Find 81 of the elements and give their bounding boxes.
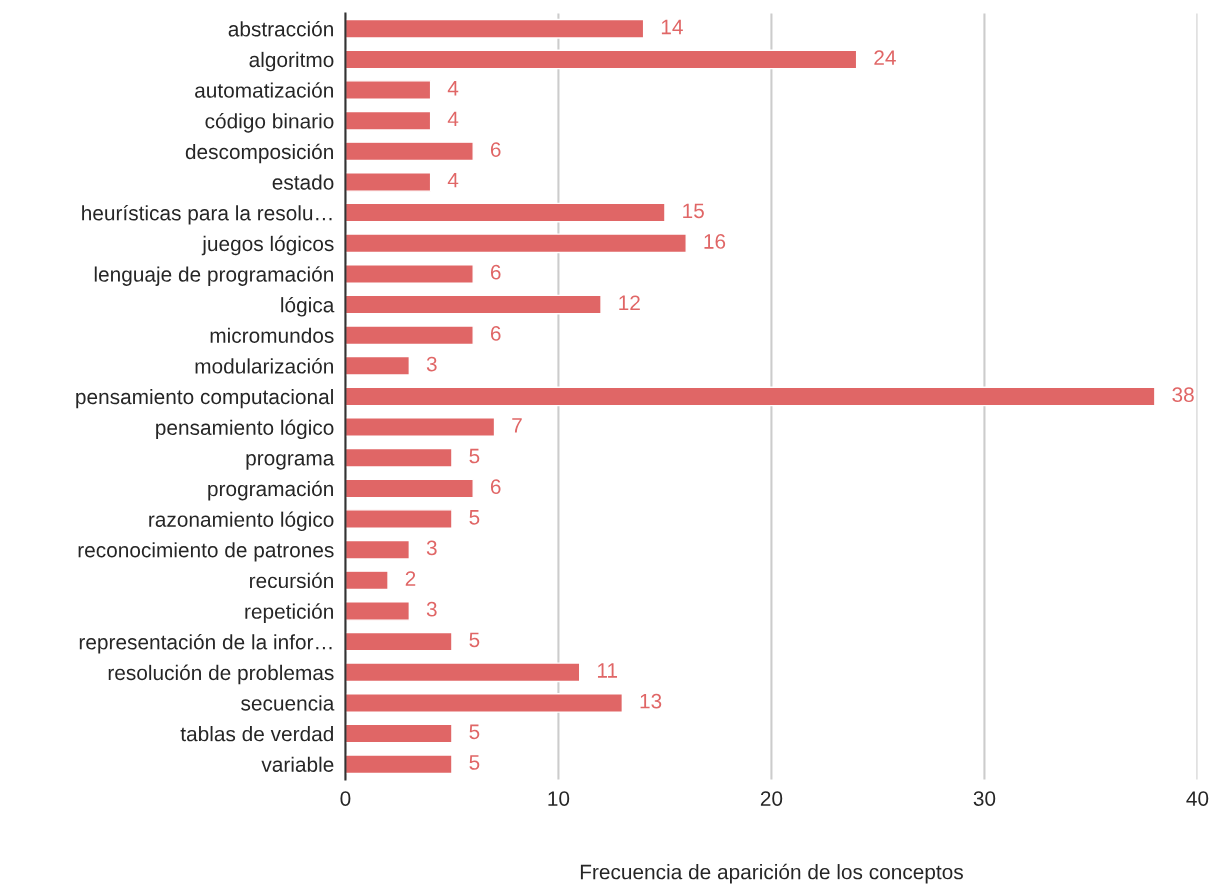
x-tick-label: 10: [548, 791, 570, 806]
bar: [345, 141, 474, 162]
y-tick-label: micromundos: [210, 327, 334, 343]
y-tick-label: juegos lógicos: [201, 235, 334, 256]
data-label: 3: [426, 601, 437, 617]
y-tick-label: resolución de problemas: [108, 664, 334, 685]
y-tick-label: lenguaje de programación: [94, 266, 333, 286]
bar: [345, 570, 389, 591]
y-tick-label: variable: [261, 756, 334, 772]
y-tick-label: modularización: [195, 358, 333, 374]
data-label: 2: [405, 571, 416, 586]
data-label: 3: [426, 540, 437, 556]
data-label: 5: [469, 755, 480, 770]
bar: [345, 662, 581, 683]
bar: [345, 80, 432, 100]
bar: [345, 509, 453, 529]
bar: [345, 172, 432, 192]
data-label: 15: [683, 203, 704, 219]
data-label: 38: [1172, 387, 1194, 403]
data-label: 5: [469, 724, 480, 740]
y-tick-label: repetición: [245, 603, 333, 623]
y-tick-label: pensamiento computacional: [76, 388, 333, 409]
bar: [345, 233, 687, 254]
bar: [345, 601, 411, 621]
y-tick-label: descomposición: [185, 143, 333, 164]
data-label: 6: [490, 142, 501, 157]
bar: [345, 754, 453, 775]
data-label: 5: [469, 448, 480, 464]
x-tick-label: 0: [340, 791, 351, 806]
bar: [345, 693, 624, 713]
y-tick-label: secuencia: [241, 695, 335, 711]
bar: [345, 539, 411, 560]
data-label: 16: [704, 234, 726, 249]
bar: [345, 355, 411, 376]
y-tick-label: código binario: [205, 113, 334, 133]
y-tick-label: abstracción: [228, 20, 333, 37]
y-tick-label: programa: [246, 454, 335, 470]
data-label: 12: [619, 295, 640, 310]
bar: [345, 202, 666, 223]
y-tick-label: heurísticas para la resolu…: [82, 204, 332, 225]
y-tick-label: lógica: [281, 296, 335, 317]
data-label: 6: [490, 479, 501, 494]
data-label: 6: [490, 264, 501, 280]
data-label: 6: [490, 326, 501, 341]
bar: [345, 478, 474, 499]
bar: [345, 264, 474, 284]
bar: [345, 631, 453, 652]
y-tick-label: representación de la infor…: [79, 633, 332, 654]
data-label: 7: [512, 418, 522, 433]
bar: [345, 18, 645, 39]
bar: [345, 723, 453, 744]
x-tick-label: 20: [760, 791, 783, 806]
data-label: 4: [447, 173, 459, 188]
data-label: 14: [661, 19, 683, 35]
x-tick-label: 40: [1186, 791, 1209, 806]
data-label: 4: [447, 81, 459, 96]
data-label: 5: [469, 632, 480, 648]
x-axis-title: Frecuencia de aparición de los conceptos: [580, 863, 963, 884]
y-tick-label: recursión: [250, 572, 333, 589]
bar: [345, 386, 1156, 407]
data-label: 13: [640, 693, 662, 709]
y-tick-label: tablas de verdad: [180, 726, 333, 742]
y-tick-label: razonamiento lógico: [149, 511, 334, 532]
y-tick-label: estado: [272, 174, 334, 190]
y-tick-label: pensamiento lógico: [156, 419, 334, 440]
y-tick-label: algoritmo: [249, 51, 334, 72]
data-label: 3: [426, 356, 437, 372]
y-tick-label: automatización: [195, 82, 333, 98]
data-label: 24: [874, 50, 896, 65]
bar: [345, 325, 474, 346]
y-tick-label: reconocimiento de patrones: [78, 542, 334, 562]
x-tick-label: 30: [973, 791, 996, 806]
bar: [345, 447, 453, 468]
data-label: 11: [597, 663, 618, 678]
y-tick-label: programación: [208, 480, 333, 501]
data-label: 4: [447, 111, 459, 127]
bar: [345, 49, 858, 70]
bar: [345, 110, 432, 131]
bar: [345, 294, 602, 315]
data-label: 5: [469, 510, 480, 525]
bar: [345, 417, 496, 438]
